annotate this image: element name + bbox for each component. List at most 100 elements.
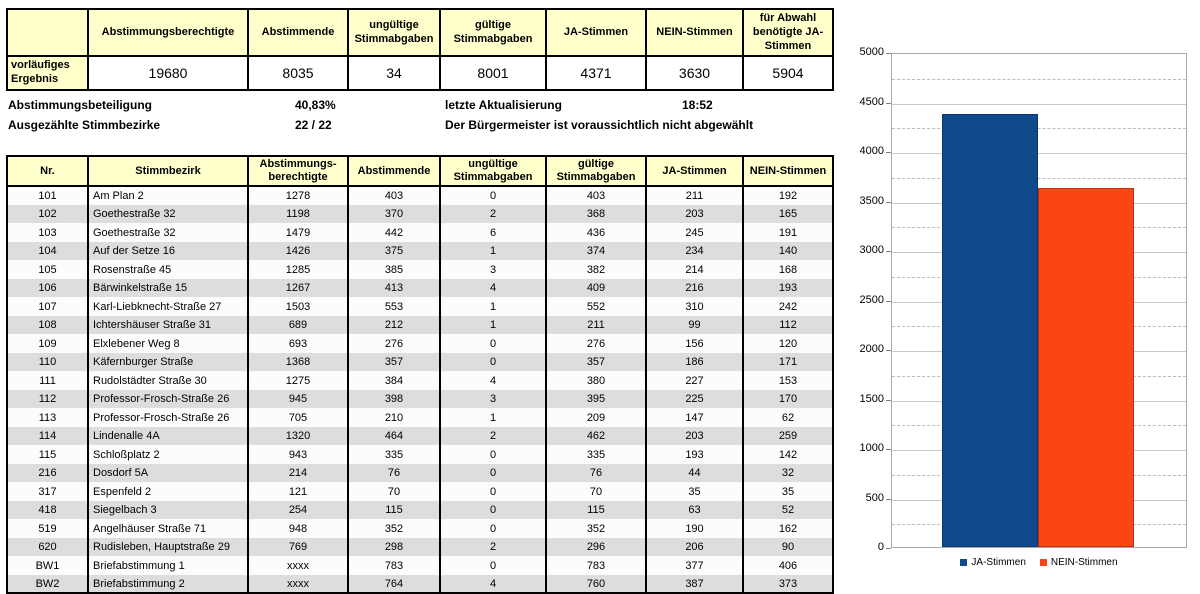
value-cell: 0 [439,186,547,205]
value-cell: 357 [347,352,441,372]
results-header: gültige Stimmabgaben [545,154,647,188]
value-cell: 0 [439,334,547,353]
y-axis-tick [886,300,891,302]
value-cell: 242 [742,297,834,316]
value-cell: 380 [545,371,647,390]
y-axis-label: 1000 [859,442,884,454]
value-cell: 1278 [247,186,349,205]
table-row: 216 Dosdorf 5A 214 76 0 76 44 32 [6,463,834,483]
district-number-cell: 113 [6,408,89,427]
summary-corner-cell [6,7,89,58]
y-axis-tick [886,350,891,351]
value-cell: 310 [645,297,744,316]
gridline-major [892,153,1186,154]
value-cell: 147 [645,408,744,427]
table-row: 103 Goethestraße 32 1479 442 6 436 245 191 [6,223,834,242]
bar-ja-stimmen [942,114,1038,547]
y-axis-label: 2000 [859,343,884,355]
value-cell: 35 [645,482,744,501]
district-name-cell: Lindenalle 4A [87,426,249,446]
value-cell: 436 [545,223,647,242]
value-cell: 1285 [247,260,349,279]
value-cell: 115 [347,500,441,520]
value-cell: 1479 [247,223,349,242]
value-cell: 190 [645,519,744,538]
results-header: JA-Stimmen [645,154,744,188]
value-cell: 153 [742,371,834,390]
value-cell: 395 [545,389,647,409]
gridline-major [892,103,1186,105]
district-name-cell: Espenfeld 2 [87,482,249,501]
value-cell: 1275 [247,371,349,390]
y-axis-label: 5000 [859,46,884,58]
table-row: 107 Karl-Liebknecht-Straße 27 1503 553 1 552 3… [6,297,834,316]
value-cell: 398 [347,389,441,409]
value-cell: 209 [545,408,647,427]
table-row: 105 Rosenstraße 45 1285 385 3 382 214 168 [6,260,834,279]
counted-districts-value: 22 / 22 [295,118,332,132]
value-cell: 276 [347,334,441,353]
table-row: BW1 Briefabstimmung 1 xxxx 783 0 783 377 406 [6,556,834,575]
value-cell: 4 [439,278,547,298]
value-cell: 162 [742,519,834,538]
value-cell: 0 [439,500,547,520]
turnout-value: 40,83% [295,98,336,112]
value-cell: 210 [347,408,441,427]
summary-header: JA-Stimmen [545,7,647,58]
district-name-cell: Rudolstädter Straße 30 [87,371,249,390]
summary-header: NEIN-Stimmen [645,7,744,58]
value-cell: 1320 [247,426,349,446]
value-cell: 689 [247,315,349,335]
results-header: Abstimmungs-berechtigte [247,154,349,188]
value-cell: 234 [645,241,744,261]
value-cell: 70 [545,482,647,501]
value-cell: 254 [247,500,349,520]
value-cell: 296 [545,537,647,557]
chart-plot [891,53,1187,548]
summary-value: 4371 [545,55,647,91]
district-name-cell: Bärwinkelstraße 15 [87,278,249,298]
table-row: 115 Schloßplatz 2 943 335 0 335 193 142 [6,445,834,464]
y-axis-tick [886,399,891,401]
value-cell: 1198 [247,204,349,224]
value-cell: 0 [439,519,547,538]
value-cell: 211 [645,186,744,205]
district-number-cell: 109 [6,334,89,353]
district-name-cell: Auf der Setze 16 [87,241,249,261]
table-row: 317 Espenfeld 2 121 70 0 70 35 35 [6,482,834,501]
value-cell: 0 [439,482,547,501]
table-row: 104 Auf der Setze 16 1426 375 1 374 234 140 [6,241,834,261]
legend-label-ja: JA-Stimmen [971,557,1026,568]
result-statement: Der Bürgermeister ist voraussichtlich ni… [445,118,754,132]
value-cell: 368 [545,204,647,224]
district-number-cell: 620 [6,537,89,557]
district-name-cell: Käfernburger Straße [87,352,249,372]
value-cell: 0 [439,463,547,483]
value-cell: 2 [439,204,547,224]
value-cell: 193 [645,445,744,464]
value-cell: 44 [645,463,744,483]
results-header: NEIN-Stimmen [742,154,834,188]
value-cell: 552 [545,297,647,316]
summary-header-row: Abstimmungsberechtigte Abstimmende ungül… [6,7,834,58]
value-cell: 357 [545,352,647,372]
value-cell: 120 [742,334,834,353]
y-axis-tick [886,102,891,104]
y-axis-tick [886,152,891,153]
ja-legend-swatch-icon [960,559,968,566]
value-cell: 186 [645,352,744,372]
value-cell: 112 [742,315,834,335]
value-cell: 693 [247,334,349,353]
table-row: 519 Angelhäuser Straße 71 948 352 0 352 190 162 [6,519,834,538]
summary-value: 34 [347,55,441,91]
district-name-cell: Elxlebener Weg 8 [87,334,249,353]
value-cell: 403 [545,186,647,205]
district-number-cell: 115 [6,445,89,464]
value-cell: 214 [247,463,349,483]
legend-item-ja: JA-Stimmen [960,557,1026,568]
table-row: 108 Ichtershäuser Straße 31 689 212 1 211 99 11… [6,315,834,335]
value-cell: 948 [247,519,349,538]
y-axis-tick [886,548,891,549]
summary-value: 8001 [439,55,547,91]
value-cell: 192 [742,186,834,205]
